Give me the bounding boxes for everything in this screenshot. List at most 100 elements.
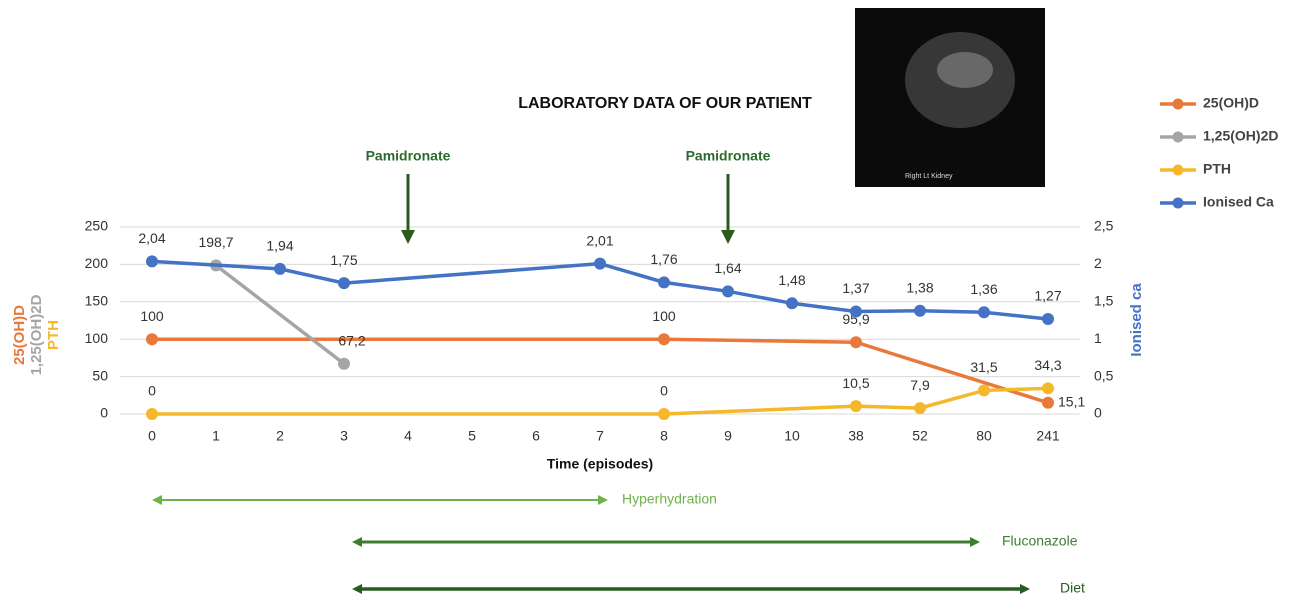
series-line	[152, 339, 1048, 403]
x-tick-label: 10	[784, 428, 800, 444]
data-point	[914, 305, 926, 317]
legend-marker	[1173, 99, 1184, 110]
period-arrow-head	[152, 495, 162, 505]
period-arrow-head	[598, 495, 608, 505]
data-label: 1,94	[266, 238, 293, 254]
data-label: 2,04	[138, 230, 165, 246]
data-point	[914, 402, 926, 414]
y2-tick-label: 2	[1094, 255, 1102, 271]
period-label: Fluconazole	[1002, 533, 1078, 549]
x-tick-label: 7	[596, 428, 604, 444]
legend-marker	[1173, 198, 1184, 209]
period-arrow-head	[970, 537, 980, 547]
data-point	[978, 306, 990, 318]
y2-tick-label: 1	[1094, 330, 1102, 346]
x-tick-label: 4	[404, 428, 412, 444]
data-point	[594, 258, 606, 270]
x-tick-label: 6	[532, 428, 540, 444]
data-label: 1,76	[650, 251, 677, 267]
data-label: 1,27	[1034, 288, 1061, 304]
annotation: Pamidronate	[686, 148, 771, 164]
y-axis-title: 1,25(OH)2D	[28, 294, 45, 375]
data-label: 31,5	[970, 359, 997, 375]
data-label: 1,36	[970, 281, 997, 297]
y2-axis-title: Ionised ca	[1128, 283, 1145, 357]
data-point	[274, 263, 286, 275]
x-tick-label: 5	[468, 428, 476, 444]
y-tick-label: 50	[92, 367, 108, 383]
period-arrow-head	[352, 584, 362, 594]
data-point	[146, 408, 158, 420]
data-label: 0	[148, 383, 156, 399]
y-tick-label: 250	[85, 218, 109, 234]
y-axis-title: PTH	[45, 320, 62, 350]
x-tick-label: 8	[660, 428, 668, 444]
annotation-arrow-head	[401, 230, 415, 244]
data-label: 1,48	[778, 272, 805, 288]
period-label: Diet	[1060, 580, 1085, 595]
data-point	[1042, 382, 1054, 394]
y2-tick-label: 0	[1094, 405, 1102, 421]
y-tick-label: 150	[85, 293, 109, 309]
data-label: 1,75	[330, 252, 357, 268]
data-label: 67,2	[338, 332, 365, 348]
data-point	[658, 276, 670, 288]
chart: Right Lt Kidney LABORATORY DATA OF OUR P…	[0, 0, 1306, 595]
x-tick-label: 52	[912, 428, 928, 444]
image-caption: Right Lt Kidney	[905, 173, 953, 180]
y2-tick-label: 2,5	[1094, 218, 1114, 234]
legend-label: Ionised Ca	[1203, 194, 1274, 210]
data-point	[1042, 397, 1054, 409]
data-label: 7,9	[910, 377, 930, 393]
data-label: 10,5	[842, 375, 869, 391]
y2-tick-label: 1,5	[1094, 293, 1114, 309]
data-label: 198,7	[198, 234, 233, 250]
data-point	[786, 297, 798, 309]
data-point	[338, 277, 350, 289]
y2-tick-label: 0,5	[1094, 367, 1114, 383]
x-axis-title: Time (episodes)	[547, 456, 653, 472]
data-point	[850, 336, 862, 348]
x-tick-label: 0	[148, 428, 156, 444]
data-point	[338, 358, 350, 370]
data-label: 34,3	[1034, 357, 1061, 373]
x-tick-label: 2	[276, 428, 284, 444]
y-axis-title: 25(OH)D	[11, 305, 28, 365]
data-point	[850, 400, 862, 412]
data-point	[1042, 313, 1054, 325]
data-label: 15,1	[1058, 393, 1085, 409]
data-label: 100	[652, 308, 676, 324]
data-label: 0	[660, 383, 668, 399]
annotation-arrow-head	[721, 230, 735, 244]
chart-title: LABORATORY DATA OF OUR PATIENT	[518, 95, 812, 112]
x-tick-label: 38	[848, 428, 864, 444]
x-tick-label: 1	[212, 428, 220, 444]
annotation: Pamidronate	[366, 148, 451, 164]
data-label: 2,01	[586, 232, 613, 248]
x-tick-label: 9	[724, 428, 732, 444]
x-tick-label: 3	[340, 428, 348, 444]
data-label: 1,64	[714, 260, 741, 276]
ultrasound-shape	[937, 52, 993, 88]
data-point	[722, 285, 734, 297]
period-arrow-head	[1020, 584, 1030, 594]
data-point	[850, 306, 862, 318]
legend-marker	[1173, 165, 1184, 176]
y-tick-label: 200	[85, 255, 109, 271]
x-tick-label: 241	[1036, 428, 1060, 444]
data-point	[658, 408, 670, 420]
data-label: 100	[140, 308, 164, 324]
legend-label: PTH	[1203, 161, 1231, 177]
x-tick-label: 80	[976, 428, 992, 444]
period-label: Hyperhydration	[622, 491, 717, 507]
legend-label: 1,25(OH)2D	[1203, 128, 1278, 144]
y-tick-label: 0	[100, 405, 108, 421]
data-label: 1,37	[842, 280, 869, 296]
data-point	[658, 333, 670, 345]
data-label: 1,38	[906, 279, 933, 295]
y-tick-label: 100	[85, 330, 109, 346]
data-point	[146, 333, 158, 345]
period-arrow-head	[352, 537, 362, 547]
data-point	[146, 255, 158, 267]
data-point	[978, 384, 990, 396]
